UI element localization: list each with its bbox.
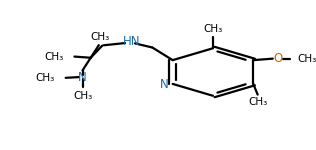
Text: CH₃: CH₃ bbox=[248, 97, 267, 107]
Text: CH₃: CH₃ bbox=[36, 73, 55, 83]
Text: CH₃: CH₃ bbox=[91, 32, 110, 42]
Text: CH₃: CH₃ bbox=[204, 24, 222, 34]
Text: CH₃: CH₃ bbox=[44, 52, 64, 61]
Text: HN: HN bbox=[123, 35, 140, 48]
Text: N: N bbox=[78, 71, 87, 84]
Text: O: O bbox=[273, 52, 283, 65]
Text: CH₃: CH₃ bbox=[73, 91, 92, 101]
Text: CH₃: CH₃ bbox=[297, 54, 316, 64]
Text: N: N bbox=[160, 78, 169, 91]
